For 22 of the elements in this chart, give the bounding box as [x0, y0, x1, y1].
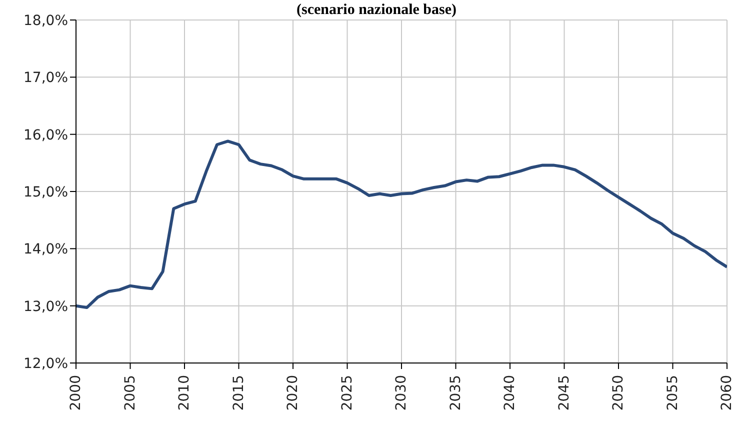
line-series [76, 140, 727, 310]
x-tick-label: 2000 [68, 375, 84, 411]
y-tick-label: 18,0% [24, 12, 68, 29]
y-tick-label: 16,0% [24, 127, 68, 144]
y-tick-label: 17,0% [24, 70, 68, 86]
x-tick-label: 2050 [610, 375, 626, 411]
x-tick-label: 2040 [502, 375, 518, 411]
x-tick-label: 2060 [719, 375, 735, 411]
x-tick-label: 2055 [664, 375, 681, 411]
y-tick-label: 14,0% [24, 242, 68, 258]
y-tick-label: 13,0% [24, 298, 68, 315]
x-tick-label: 2025 [339, 375, 356, 411]
y-tick-label: 12,0% [24, 356, 68, 372]
x-tick-label: 2015 [230, 375, 247, 411]
x-tick-label: 2045 [556, 375, 572, 411]
x-tick-label: 2005 [122, 375, 138, 411]
x-tick-label: 2010 [176, 375, 192, 411]
chart-subtitle: (scenario nazionale base) [296, 2, 456, 18]
y-tick-label: 15,0% [24, 184, 68, 200]
x-tick-label: 2030 [394, 375, 410, 411]
x-tick-label: 2035 [448, 375, 464, 411]
x-tick-label: 2020 [285, 375, 301, 411]
